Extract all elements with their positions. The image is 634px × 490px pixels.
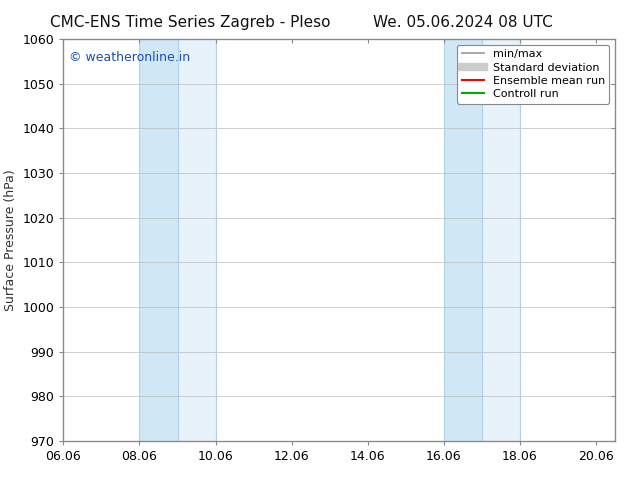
Bar: [178, 39, 216, 441]
Text: © weatheronline.in: © weatheronline.in: [69, 51, 190, 64]
Bar: [444, 39, 482, 441]
Text: We. 05.06.2024 08 UTC: We. 05.06.2024 08 UTC: [373, 15, 553, 30]
Bar: [482, 39, 520, 441]
Bar: [139, 39, 178, 441]
Y-axis label: Surface Pressure (hPa): Surface Pressure (hPa): [4, 169, 17, 311]
Legend: min/max, Standard deviation, Ensemble mean run, Controll run: min/max, Standard deviation, Ensemble me…: [457, 45, 609, 104]
Text: CMC-ENS Time Series Zagreb - Pleso: CMC-ENS Time Series Zagreb - Pleso: [50, 15, 330, 30]
